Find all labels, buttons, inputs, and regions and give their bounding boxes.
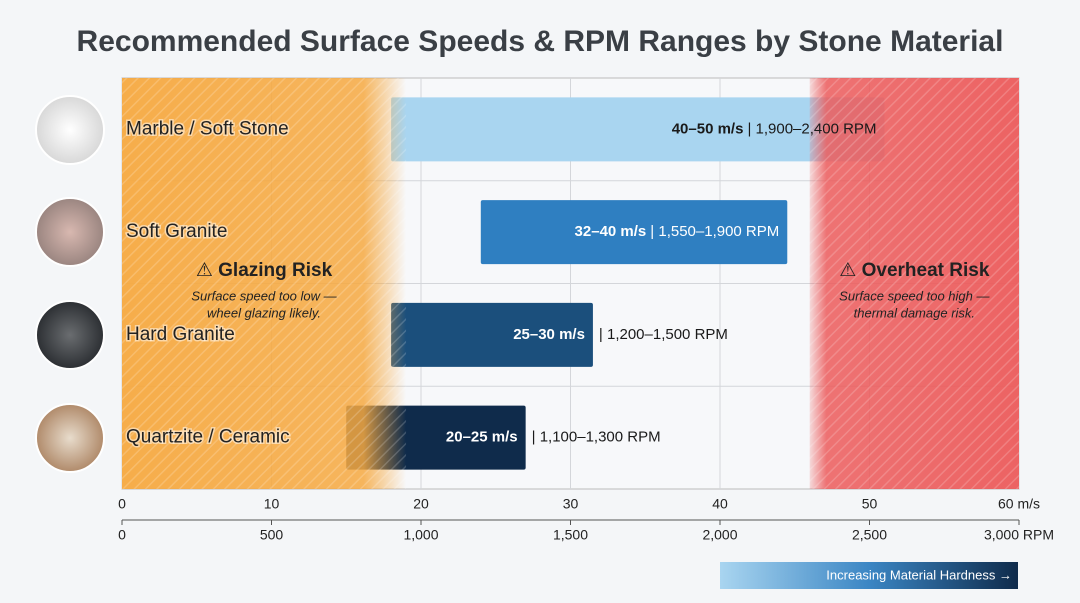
value-label-speed: 20–25 m/s — [446, 429, 518, 446]
x2-tick-label: 0 — [118, 527, 126, 543]
x-tick-label: 50 — [862, 496, 878, 512]
zone-label: ⚠ Overheat Risk — [839, 260, 990, 281]
value-label-speed: 40–50 m/s — [672, 120, 744, 137]
category-label: Quartzite / Ceramic — [126, 427, 290, 448]
category-label: Hard Granite — [126, 324, 235, 345]
value-label-rpm: | 1,100–1,300 RPM — [532, 429, 661, 446]
x2-tick-label: 2,000 — [702, 527, 737, 543]
stone-icon — [35, 95, 105, 165]
zone-hatch — [122, 78, 407, 489]
x-tick-label: 10 — [264, 496, 280, 512]
category-label: Soft Granite — [126, 221, 227, 242]
stone-icon — [35, 403, 105, 473]
value-label-rpm: | 1,550–1,900 RPM — [650, 223, 779, 240]
x-tick-label: 20 — [413, 496, 429, 512]
value-label-speed: 25–30 m/s — [513, 326, 585, 343]
bar — [391, 302, 593, 367]
x2-tick-label: 1,000 — [403, 527, 438, 543]
value-label-speed: 32–40 m/s — [575, 223, 647, 240]
zone-note: Surface speed too high — — [839, 288, 990, 303]
x2-tick-label: 1,500 — [553, 527, 588, 543]
x-tick-label: 0 — [118, 496, 126, 512]
zone-note: thermal damage risk. — [854, 305, 975, 320]
zone-note: Surface speed too low — — [191, 288, 337, 303]
category-label: Marble / Soft Stone — [126, 118, 289, 139]
hardness-legend — [720, 562, 1018, 589]
stone-icon — [35, 197, 105, 267]
value-label-rpm: | 1,200–1,500 RPM — [599, 326, 728, 343]
x2-tick-label: 2,500 — [852, 527, 887, 543]
value-label: 40–50 m/s | 1,900–2,400 RPM — [672, 120, 877, 137]
x-tick-label: 30 — [563, 496, 579, 512]
zone-note: wheel glazing likely. — [207, 305, 321, 320]
x-tick-label: 40 — [712, 496, 728, 512]
x-tick-label: 60 m/s — [998, 496, 1040, 512]
zone-hatch — [809, 78, 1019, 489]
value-label: 32–40 m/s | 1,550–1,900 RPM — [575, 223, 780, 240]
chart-title: Recommended Surface Speeds & RPM Ranges … — [77, 25, 1004, 58]
stone-icon — [35, 300, 105, 370]
stone-icons — [35, 95, 105, 473]
bar — [391, 97, 885, 162]
value-label-rpm: | 1,900–2,400 RPM — [747, 120, 876, 137]
bar — [480, 200, 788, 265]
x2-tick-label: 500 — [260, 527, 284, 543]
zone-label: ⚠ Glazing Risk — [196, 260, 333, 281]
hardness-label: Increasing Material Hardness → — [826, 567, 1012, 582]
x2-tick-label: 3,000 RPM — [984, 527, 1054, 543]
